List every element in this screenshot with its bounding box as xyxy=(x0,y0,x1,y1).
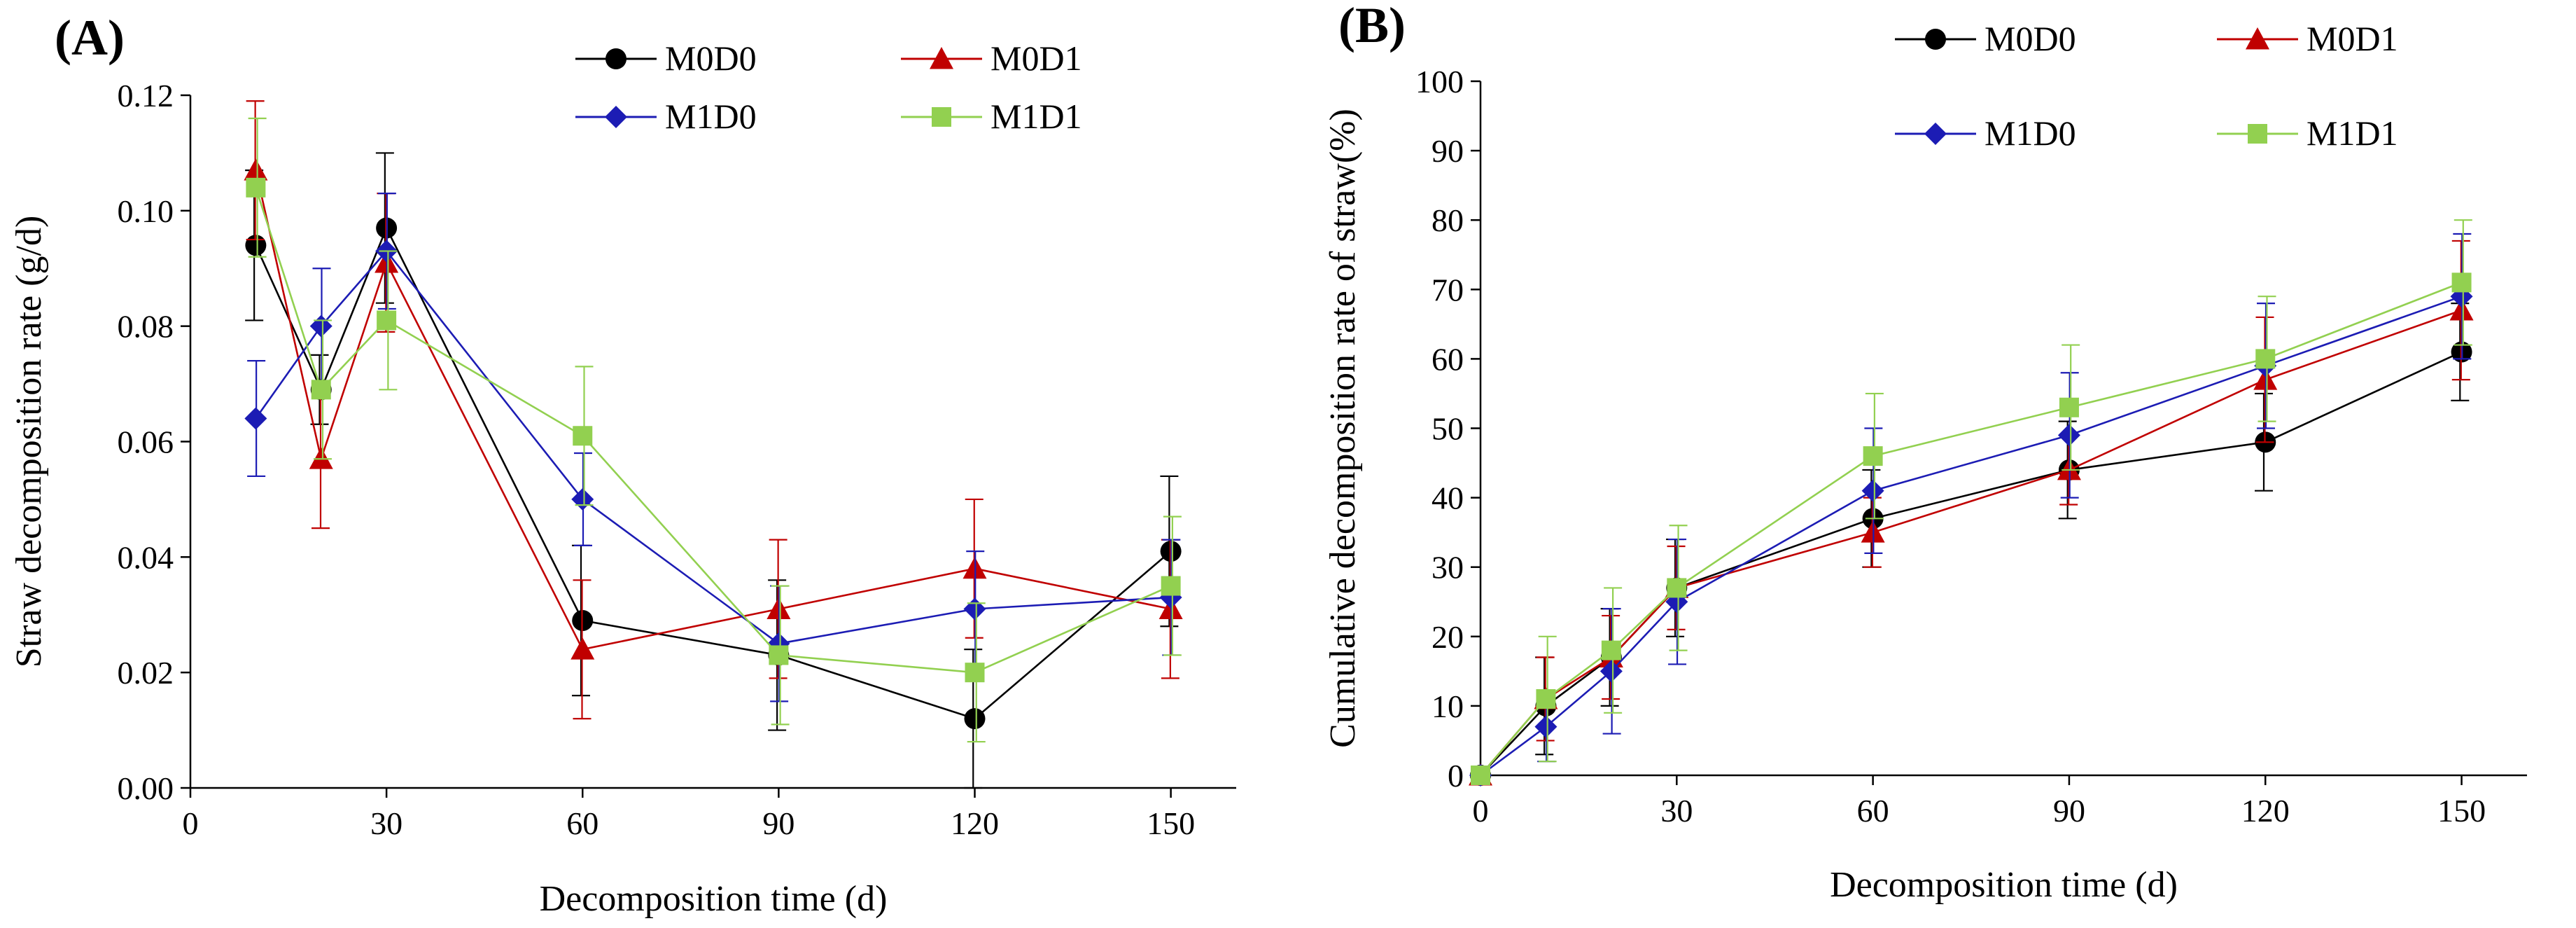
x-tick-label: 60 xyxy=(566,805,598,841)
series-line xyxy=(1480,351,2463,776)
data-point xyxy=(964,708,986,730)
x-tick-label: 90 xyxy=(762,805,794,841)
legend-marker xyxy=(605,106,627,128)
x-tick-label: 0 xyxy=(1473,793,1489,829)
y-tick-label: 30 xyxy=(1432,550,1464,586)
legend-label: M0D1 xyxy=(990,39,1082,78)
y-tick-label: 0 xyxy=(1448,758,1464,794)
y-tick-label: 60 xyxy=(1432,341,1464,377)
data-point xyxy=(311,380,331,400)
x-tick-label: 30 xyxy=(1660,793,1693,829)
x-tick-label: 30 xyxy=(370,805,402,841)
y-tick-label: 70 xyxy=(1432,272,1464,307)
x-tick-label: 150 xyxy=(2437,793,2486,829)
data-point xyxy=(2057,424,2080,447)
y-tick-label: 80 xyxy=(1432,202,1464,238)
data-point xyxy=(965,663,985,683)
legend: M0D0 M0D1 M1D0 M1D1 xyxy=(1895,19,2398,153)
data-point xyxy=(1471,766,1490,785)
legend-label: M1D0 xyxy=(1984,113,2076,153)
chart-panel-b: 0 30 60 90 120 150 0 10 20 30 40 50 60 70 80 90 100 Decom… xyxy=(1323,0,2527,905)
data-point xyxy=(309,447,333,469)
y-tick-label: 0.08 xyxy=(118,309,174,345)
y-tick-label: 0.02 xyxy=(118,655,174,691)
series-line xyxy=(1480,309,2462,776)
data-point xyxy=(1667,578,1687,598)
data-point xyxy=(1861,479,1884,502)
data-point xyxy=(1536,688,1556,709)
data-point xyxy=(2451,272,2472,293)
x-tick-label: 0 xyxy=(183,805,199,841)
data-point xyxy=(769,645,789,665)
y-tick-label: 20 xyxy=(1432,619,1464,655)
data-point xyxy=(2255,349,2276,369)
x-tick-label: 150 xyxy=(1147,805,1195,841)
data-point xyxy=(573,426,593,446)
panel-label: (B) xyxy=(1338,0,1406,53)
legend: M0D0 M0D1 M1D0 M1D1 xyxy=(575,39,1082,136)
y-tick-label: 0.04 xyxy=(118,539,174,575)
y-tick-label: 40 xyxy=(1432,480,1464,516)
series-m1d1 xyxy=(246,117,1182,743)
legend-marker xyxy=(1924,123,1947,145)
data-point xyxy=(377,310,397,331)
x-tick-label: 120 xyxy=(2241,793,2290,829)
y-tick-label: 90 xyxy=(1432,133,1464,169)
y-tick-label: 10 xyxy=(1432,688,1464,724)
data-point xyxy=(570,637,595,660)
legend-marker xyxy=(606,48,626,69)
legend-label: M0D0 xyxy=(1984,19,2076,58)
y-tick-label: 100 xyxy=(1415,64,1464,99)
data-point xyxy=(2059,397,2079,417)
series-m1d1 xyxy=(1471,219,2472,785)
data-point xyxy=(246,177,266,198)
y-tick-label: 0.12 xyxy=(118,78,174,113)
legend-label: M1D1 xyxy=(2306,113,2398,153)
data-point xyxy=(1534,715,1558,738)
y-axis-title: Straw decomposition rate (g/d) xyxy=(9,216,49,668)
data-point xyxy=(1863,446,1883,466)
legend-marker xyxy=(2246,27,2269,50)
x-axis-title: Decomposition time (d) xyxy=(1830,865,2178,905)
legend-label: M1D0 xyxy=(665,97,757,136)
y-axis-title: Cumulative decomposition rate of straw(%… xyxy=(1323,109,1363,748)
x-axis-title: Decomposition time (d) xyxy=(540,879,888,919)
x-tick-label: 90 xyxy=(2053,793,2085,829)
data-point xyxy=(1600,660,1623,683)
panel-label: (A) xyxy=(55,10,125,66)
series-line xyxy=(1480,295,2462,777)
legend-label: M1D1 xyxy=(990,97,1082,136)
y-tick-label: 0.06 xyxy=(118,424,174,460)
y-tick-label: 0.00 xyxy=(118,770,174,806)
legend-marker xyxy=(932,107,951,127)
x-tick-label: 120 xyxy=(951,805,999,841)
data-point xyxy=(1161,576,1181,596)
legend-marker xyxy=(930,47,953,69)
legend-marker xyxy=(2248,124,2267,144)
chart-panel-a: 0 30 60 90 120 150 0.00 0.02 0.04 0.06 0.08 0.10 0.1… xyxy=(9,10,1236,919)
series-line xyxy=(1480,282,2463,776)
legend-label: M0D0 xyxy=(665,39,757,78)
y-tick-label: 50 xyxy=(1432,411,1464,447)
data-point xyxy=(244,158,268,181)
data-point xyxy=(1601,640,1621,660)
legend-marker xyxy=(1925,29,1946,50)
legend-label: M0D1 xyxy=(2306,19,2398,58)
y-tick-label: 0.10 xyxy=(118,193,174,229)
data-point xyxy=(244,407,267,430)
x-tick-label: 60 xyxy=(1857,793,1889,829)
